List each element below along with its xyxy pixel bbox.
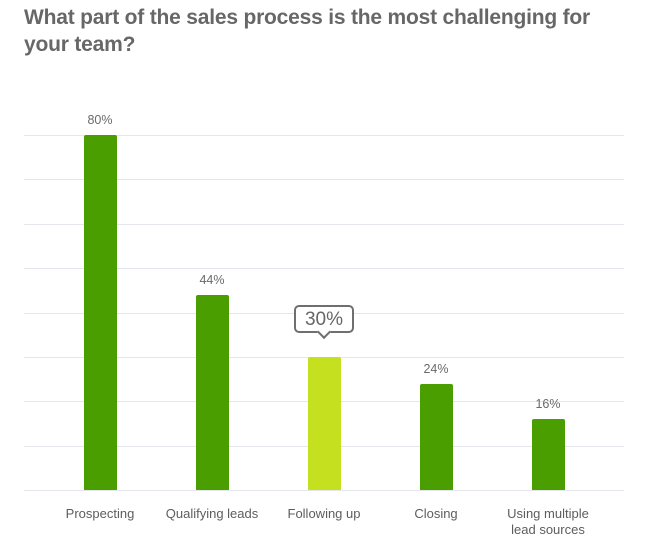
bar-using-multiple-lead-sources — [532, 419, 565, 490]
value-callout: 30% — [294, 304, 354, 339]
gridline — [24, 135, 624, 136]
category-label: Following up — [287, 506, 361, 521]
value-label: 30% — [304, 308, 344, 330]
value-label: 24% — [423, 361, 449, 376]
bar-following-up — [308, 356, 341, 490]
category-label: Prospecting — [65, 506, 135, 521]
value-label: 44% — [199, 272, 225, 287]
bar-closing — [420, 383, 453, 490]
value-label: 80% — [87, 113, 113, 127]
gridline — [24, 224, 624, 225]
chart-title: What part of the sales process is the mo… — [24, 6, 591, 56]
bar-prospecting — [84, 135, 117, 490]
baseline — [24, 490, 624, 491]
value-label: 16% — [535, 397, 561, 411]
gridline — [24, 179, 624, 180]
category-label: Closing — [414, 506, 458, 521]
gridline — [24, 268, 624, 269]
category-label: Using multiple lead sources — [507, 506, 589, 537]
category-label: Qualifying leads — [165, 506, 259, 521]
bar-qualifying-leads — [196, 294, 229, 490]
